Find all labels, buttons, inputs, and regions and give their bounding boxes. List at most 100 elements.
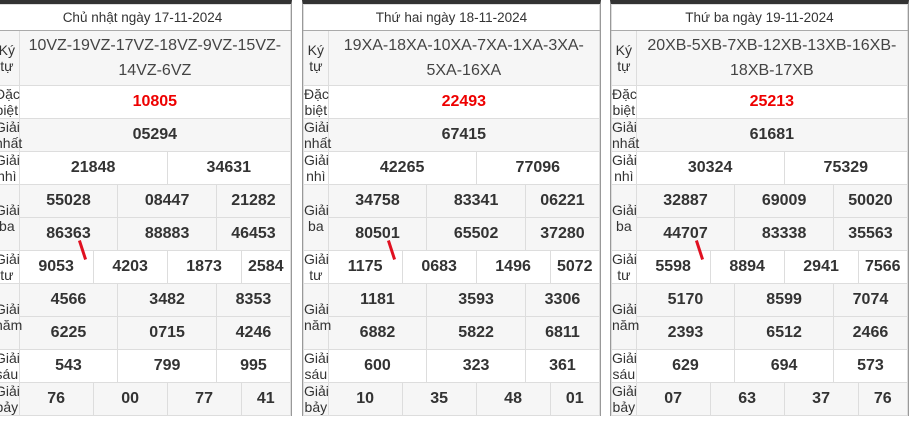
prize-number: 42265 xyxy=(327,151,477,185)
day-panel: Chủ nhật ngày 17-11-2024 Ký tự 10VZ-19VZ-… xyxy=(0,0,292,416)
prize-number: 5598 xyxy=(635,250,711,284)
prize-label-g7: Giải bảy xyxy=(0,382,20,416)
prize-number: 694 xyxy=(734,349,834,383)
prize-label-db: Đặc biệt xyxy=(303,85,329,119)
prize-number: 543 xyxy=(18,349,119,383)
prize-number: 6882 xyxy=(327,316,428,350)
prize-label-g2: Giải nhì xyxy=(0,151,20,185)
prize-number: 1873 xyxy=(166,250,242,284)
prize-number: 00 xyxy=(92,382,168,416)
prize-number: 44707 xyxy=(635,217,736,251)
prize-number: 323 xyxy=(426,349,526,383)
prize-number: 8353 xyxy=(215,283,292,317)
prize-label-g4: Giải tư xyxy=(0,250,20,284)
prize-number: 08447 xyxy=(117,184,217,218)
prize-number: 5072 xyxy=(549,250,601,284)
prize-number: 2393 xyxy=(635,316,736,350)
prize-number: 21848 xyxy=(18,151,168,185)
prize-number: 32887 xyxy=(635,184,736,218)
prize-number: 573 xyxy=(832,349,909,383)
prize-number: 2466 xyxy=(832,316,909,350)
prize-number: 34758 xyxy=(327,184,428,218)
prize-number: 34631 xyxy=(166,151,292,185)
prize-label-g3: Giải ba xyxy=(0,184,20,251)
prize-number: 41 xyxy=(240,382,292,416)
prize-label-g1: Giải nhất xyxy=(303,118,332,152)
prize-number: 4203 xyxy=(92,250,168,284)
prize-number: 1496 xyxy=(475,250,551,284)
prize-number: 67415 xyxy=(327,118,601,152)
prize-number: 5170 xyxy=(635,283,736,317)
prize-number: 0715 xyxy=(117,316,217,350)
prize-number: 9053 xyxy=(18,250,94,284)
prize-number: 35563 xyxy=(832,217,909,251)
day-panel: Thứ ba ngày 19-11-2024 Ký tự 20XB-5XB-7XB… xyxy=(610,0,909,416)
date-title: Thứ ba ngày 19-11-2024 xyxy=(611,4,908,31)
prize-label-db: Đặc biệt xyxy=(611,85,637,119)
prize-number: 83338 xyxy=(734,217,834,251)
prize-number: 3306 xyxy=(524,283,601,317)
result-table: Chủ nhật ngày 17-11-2024 Ký tự 10VZ-19VZ-… xyxy=(0,4,292,416)
prize-number: 37280 xyxy=(524,217,601,251)
prize-label-kytu: Ký tự xyxy=(611,30,637,86)
prize-number: 35 xyxy=(401,382,477,416)
prize-number: 69009 xyxy=(734,184,834,218)
prize-number: 83341 xyxy=(426,184,526,218)
prize-number: 995 xyxy=(215,349,292,383)
prize-number: 4566 xyxy=(18,283,119,317)
prize-label-g2: Giải nhì xyxy=(303,151,329,185)
prize-number: 30324 xyxy=(635,151,785,185)
prize-number: 10 xyxy=(327,382,403,416)
date-title: Thứ hai ngày 18-11-2024 xyxy=(303,4,600,31)
prize-number: 86363 xyxy=(18,217,119,251)
prize-number: 6811 xyxy=(524,316,601,350)
prize-number: 77 xyxy=(166,382,242,416)
prize-label-g6: Giải sáu xyxy=(0,349,20,383)
prize-number: 77096 xyxy=(475,151,601,185)
ky-tu-codes: 19XA-18XA-10XA-7XA-1XA-3XA-5XA-16XA xyxy=(327,30,601,86)
date-title: Chủ nhật ngày 17-11-2024 xyxy=(0,4,291,31)
prize-label-kytu: Ký tự xyxy=(303,30,329,86)
prize-label-g4: Giải tư xyxy=(611,250,637,284)
prize-number: 01 xyxy=(549,382,601,416)
prize-label-g7: Giải bảy xyxy=(611,382,637,416)
prize-number: 46453 xyxy=(215,217,292,251)
prize-number: 0683 xyxy=(401,250,477,284)
prize-number: 3593 xyxy=(426,283,526,317)
prize-number: 21282 xyxy=(215,184,292,218)
prize-number: 8894 xyxy=(709,250,785,284)
prize-label-g3: Giải ba xyxy=(611,184,637,251)
prize-label-db: Đặc biệt xyxy=(0,85,20,119)
prize-number: 4246 xyxy=(215,316,292,350)
prize-number: 61681 xyxy=(635,118,909,152)
prize-number: 88883 xyxy=(117,217,217,251)
prize-label-g5: Giải năm xyxy=(0,283,22,350)
prize-number: 75329 xyxy=(783,151,909,185)
prize-number: 05294 xyxy=(18,118,292,152)
ky-tu-codes: 10VZ-19VZ-17VZ-18VZ-9VZ-15VZ-14VZ-6VZ xyxy=(18,30,292,86)
prize-number: 629 xyxy=(635,349,736,383)
prize-number: 06221 xyxy=(524,184,601,218)
prize-label-g2: Giải nhì xyxy=(611,151,637,185)
prize-number: 799 xyxy=(117,349,217,383)
prize-number: 8599 xyxy=(734,283,834,317)
prize-label-g6: Giải sáu xyxy=(611,349,637,383)
prize-number: 7566 xyxy=(857,250,909,284)
prize-label-g3: Giải ba xyxy=(303,184,329,251)
prize-label-g5: Giải năm xyxy=(303,283,331,350)
prize-number: 80501 xyxy=(327,217,428,251)
result-table: Thứ ba ngày 19-11-2024 Ký tự 20XB-5XB-7XB… xyxy=(611,4,909,416)
day-panel: Thứ hai ngày 18-11-2024 Ký tự 19XA-18XA-1… xyxy=(302,0,601,416)
prize-number: 6225 xyxy=(18,316,119,350)
prize-number: 63 xyxy=(709,382,785,416)
prize-number: 10805 xyxy=(18,85,292,119)
result-table: Thứ hai ngày 18-11-2024 Ký tự 19XA-18XA-1… xyxy=(303,4,601,416)
prize-number: 25213 xyxy=(635,85,909,119)
prize-number: 48 xyxy=(475,382,551,416)
prize-number: 76 xyxy=(18,382,94,416)
prize-number: 361 xyxy=(524,349,601,383)
prize-number: 2584 xyxy=(240,250,292,284)
prize-label-g5: Giải năm xyxy=(611,283,639,350)
prize-number: 07 xyxy=(635,382,711,416)
prize-number: 5822 xyxy=(426,316,526,350)
